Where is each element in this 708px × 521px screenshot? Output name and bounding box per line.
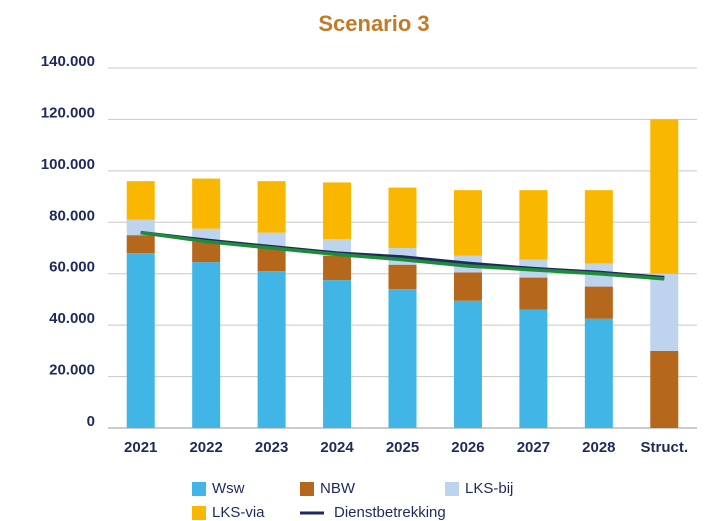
bar-segment xyxy=(192,178,221,229)
y-tick-label: 100.000 xyxy=(41,156,95,173)
bar-segment xyxy=(453,272,482,301)
bar-segment xyxy=(584,286,613,319)
bar-segment xyxy=(388,264,417,290)
legend-swatch xyxy=(300,482,314,496)
chart-title: Scenario 3 xyxy=(318,11,429,36)
legend-swatch xyxy=(192,506,206,520)
legend-label: Wsw xyxy=(212,480,245,497)
x-tick-label: 2026 xyxy=(451,439,484,456)
y-tick-label: 0 xyxy=(87,413,95,430)
bar-segment xyxy=(323,255,352,281)
legend-swatch xyxy=(192,482,206,496)
x-tick-label: 2023 xyxy=(255,439,288,456)
legend-label: LKS-via xyxy=(212,504,265,521)
bar-segment xyxy=(323,182,352,239)
bar-segment xyxy=(192,241,221,263)
x-tick-label: 2022 xyxy=(189,439,222,456)
y-tick-label: 120.000 xyxy=(41,104,95,121)
legend-swatch xyxy=(445,482,459,496)
bar-segment xyxy=(519,277,548,310)
bar-segment xyxy=(126,181,155,220)
bar-segment xyxy=(257,232,286,248)
line-series xyxy=(140,230,665,281)
bar-segment xyxy=(584,318,613,428)
bar-segment xyxy=(257,181,286,233)
y-tick-label: 20.000 xyxy=(49,362,95,379)
legend-label: NBW xyxy=(320,480,356,497)
bar-segment xyxy=(650,273,679,351)
bar-segment xyxy=(519,309,548,428)
bar-segment xyxy=(388,289,417,428)
x-tick-label: 2028 xyxy=(582,439,615,456)
bar-segment xyxy=(257,248,286,272)
bar-segment xyxy=(519,190,548,260)
bar-segment xyxy=(257,271,286,428)
y-tick-label: 80.000 xyxy=(49,207,95,224)
bar-segment xyxy=(453,190,482,256)
x-tick-label: 2025 xyxy=(386,439,419,456)
x-tick-label: 2021 xyxy=(124,439,157,456)
y-tick-label: 40.000 xyxy=(49,310,95,327)
legend-label: Dienstbetrekking xyxy=(334,504,446,521)
bar-segment xyxy=(126,219,155,236)
bar-segment xyxy=(388,187,417,248)
bar-segment xyxy=(650,350,679,428)
bar-segment xyxy=(453,300,482,428)
bar-segment xyxy=(323,280,352,428)
x-tick-label: 2024 xyxy=(320,439,354,456)
bar-segment xyxy=(126,235,155,254)
y-tick-label: 60.000 xyxy=(49,259,95,276)
x-tick-label: Struct. xyxy=(641,439,689,456)
bar-segment xyxy=(584,190,613,264)
bar-segment xyxy=(126,253,155,428)
bar-segment xyxy=(192,262,221,428)
y-tick-label: 140.000 xyxy=(41,53,95,70)
bar-segment xyxy=(650,119,679,274)
x-tick-label: 2027 xyxy=(517,439,550,456)
legend-label: LKS-bij xyxy=(465,480,513,497)
